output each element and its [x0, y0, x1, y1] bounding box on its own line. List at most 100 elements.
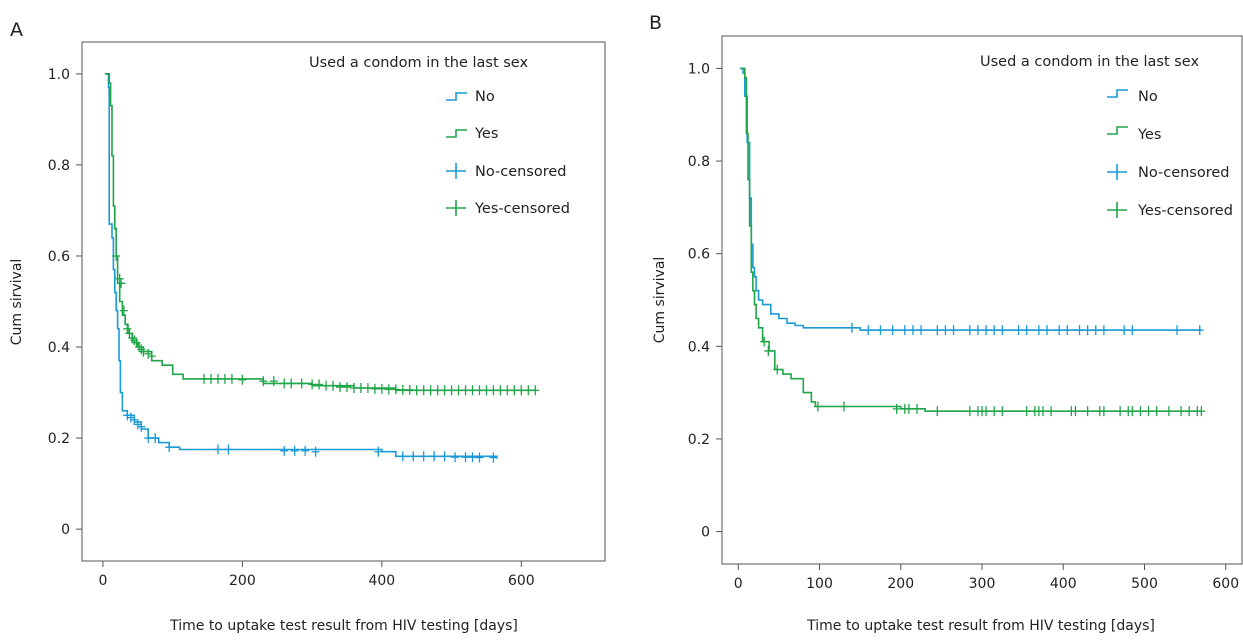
panel-a-yes-censor-mark	[115, 273, 124, 284]
panel-a-yes-censor-mark	[207, 373, 216, 384]
panel-a-yes-censor-mark	[440, 385, 449, 396]
panel-b: B 0 100 200 300 400 500 600 0 0.2 0.4 0.6 0.8 1.0 T…	[649, 12, 1243, 634]
panel-a-x-axis-title: Time to uptake test result from HIV test…	[169, 618, 518, 634]
panel-b-no-censor-mark	[1128, 325, 1137, 336]
panel-a-x-tick-label: 400	[368, 573, 395, 589]
panel-a-legend: Used a condom in the last sex No Yes No-…	[309, 55, 570, 217]
panel-b-x-tick-label: 0	[734, 576, 743, 592]
panel-b-yes-survival-line	[740, 67, 1202, 412]
panel-b-legend-yes-censored-label: Yes-censored	[1137, 203, 1233, 219]
panel-a-yes-censor-mark	[336, 382, 345, 393]
panel-a-series	[105, 73, 540, 463]
panel-b-yes-censor-mark	[965, 406, 974, 417]
panel-a-yes-censor-mark	[433, 385, 442, 396]
panel-b-no-censor-mark	[908, 325, 917, 336]
panel-b-yes-censor-mark	[998, 406, 1007, 417]
panel-b-no-censor-mark	[1063, 325, 1072, 336]
panel-a-yes-censor-mark	[329, 380, 338, 391]
panel-a-no-censor-mark	[133, 419, 142, 430]
panel-a-no-censor-mark	[144, 433, 153, 444]
panel-b-plot-frame	[721, 35, 1243, 565]
panel-b-no-censor-mark	[876, 325, 885, 336]
panel-b-no-censor-mark	[1099, 325, 1108, 336]
panel-b-no-censor-mark	[933, 325, 942, 336]
panel-a-y-tick-label: 0.4	[48, 340, 70, 356]
panel-a-no-censor-mark	[123, 410, 132, 421]
panel-a-no-censor-mark	[468, 452, 477, 463]
panel-a-yes-censor-mark	[391, 384, 400, 395]
panel-a-yes-censor-mark	[517, 385, 526, 396]
panel-b-x-tick-label: 200	[887, 576, 914, 592]
panel-a-no-censor-mark	[440, 451, 449, 462]
panel-a-yes-censor-mark	[531, 385, 540, 396]
panel-a-no-censor-mark	[430, 451, 439, 462]
panel-a: A 0 200 400 600 0 0.2 0.4 0.6 0.8 1.0 Time to up…	[9, 19, 606, 634]
panel-b-x-tick-label: 400	[1050, 576, 1077, 592]
panel-a-no-censor-mark	[137, 421, 146, 432]
panel-b-x-axis-title: Time to uptake test result from HIV test…	[806, 618, 1155, 634]
panel-b-yes-censor-mark	[982, 406, 991, 417]
panel-a-no-censor-mark	[398, 451, 407, 462]
panel-a-plot-frame	[81, 41, 606, 562]
panel-b-no-survival-line	[739, 67, 1202, 331]
panel-b-legend-no-swatch	[1107, 89, 1128, 98]
panel-a-yes-censor-mark	[227, 373, 236, 384]
panel-a-y-tick-label: 0.6	[48, 249, 70, 265]
panel-a-x-tick-label: 200	[229, 573, 256, 589]
panel-b-yes-censor-mark	[839, 401, 848, 412]
panel-b-yes-censor-mark	[1128, 406, 1137, 417]
panel-b-y-tick-label: 0.8	[688, 154, 710, 170]
panel-b-legend-yes-swatch	[1107, 126, 1128, 135]
panel-b-yes-censor-mark	[760, 336, 769, 347]
panel-b-no-censor-mark	[965, 325, 974, 336]
panel-b-no-censor-mark	[1055, 325, 1064, 336]
panel-b-legend: Used a condom in the last sex No Yes No-…	[980, 54, 1233, 219]
panel-b-legend-no-censored-swatch	[1107, 164, 1127, 180]
panel-a-yes-censor-mark	[503, 385, 512, 396]
panel-a-no-censor-mark	[130, 414, 139, 425]
panel-a-yes-censor-mark	[139, 346, 148, 357]
panel-a-legend-title: Used a condom in the last sex	[309, 55, 528, 71]
panel-a-yes-censor-mark	[112, 250, 121, 261]
panel-a-y-tick-label: 1.0	[48, 67, 70, 83]
panel-b-yes-censor-mark	[813, 401, 822, 412]
panel-b-no-censor-mark	[864, 325, 873, 336]
panel-a-yes-censor-mark	[475, 385, 484, 396]
panel-a-yes-censor-mark	[342, 382, 351, 393]
panel-a-no-survival-line	[105, 73, 498, 459]
panel-a-yes-censor-mark	[200, 373, 209, 384]
panel-a-yes-censor-mark	[117, 278, 126, 289]
panel-a-yes-censor-mark	[147, 351, 156, 362]
panel-b-yes-censor-mark	[1116, 406, 1125, 417]
panel-a-yes-censor-mark	[370, 383, 379, 394]
panel-b-x-axis: 0 100 200 300 400 500 600	[734, 564, 1239, 592]
panel-b-no-censor-mark	[1022, 325, 1031, 336]
panel-a-no-censor-mark	[224, 444, 233, 455]
panel-a-yes-censor-mark	[315, 379, 324, 390]
panel-b-y-tick-label: 1.0	[688, 61, 710, 77]
panel-b-no-censor-mark	[990, 325, 999, 336]
panel-a-yes-censor-mark	[426, 385, 435, 396]
panel-a-yes-censor-mark	[482, 385, 491, 396]
panel-a-yes-censor-mark	[377, 383, 386, 394]
panel-a-y-tick-label: 0	[61, 522, 70, 538]
panel-b-legend-no-censored-label: No-censored	[1138, 165, 1230, 181]
panel-b-no-censor-mark	[949, 325, 958, 336]
panel-a-legend-no-label: No	[475, 89, 495, 105]
panel-a-y-tick-label: 0.2	[48, 431, 70, 447]
panel-b-yes-censor-mark	[1152, 406, 1161, 417]
panel-a-y-tick-label: 0.8	[48, 158, 70, 174]
panel-b-yes-censor-mark	[1099, 406, 1108, 417]
panel-a-yes-censor-mark	[398, 384, 407, 395]
panel-b-series	[739, 67, 1206, 417]
panel-a-yes-censor-mark	[349, 383, 358, 393]
panel-b-no-censor-mark	[941, 325, 950, 336]
panel-b-y-axis: 0 0.2 0.4 0.6 0.8 1.0	[688, 61, 722, 541]
panel-a-legend-no-censored-label: No-censored	[475, 164, 567, 180]
panel-a-no-censor-mark	[126, 412, 135, 423]
panel-a-no-censor-mark	[475, 452, 484, 463]
panel-b-no-censor-mark	[900, 325, 909, 336]
panel-b-y-tick-label: 0	[701, 525, 710, 541]
panel-b-x-tick-label: 600	[1212, 576, 1239, 592]
panel-b-yes-censor-mark	[1144, 406, 1153, 417]
